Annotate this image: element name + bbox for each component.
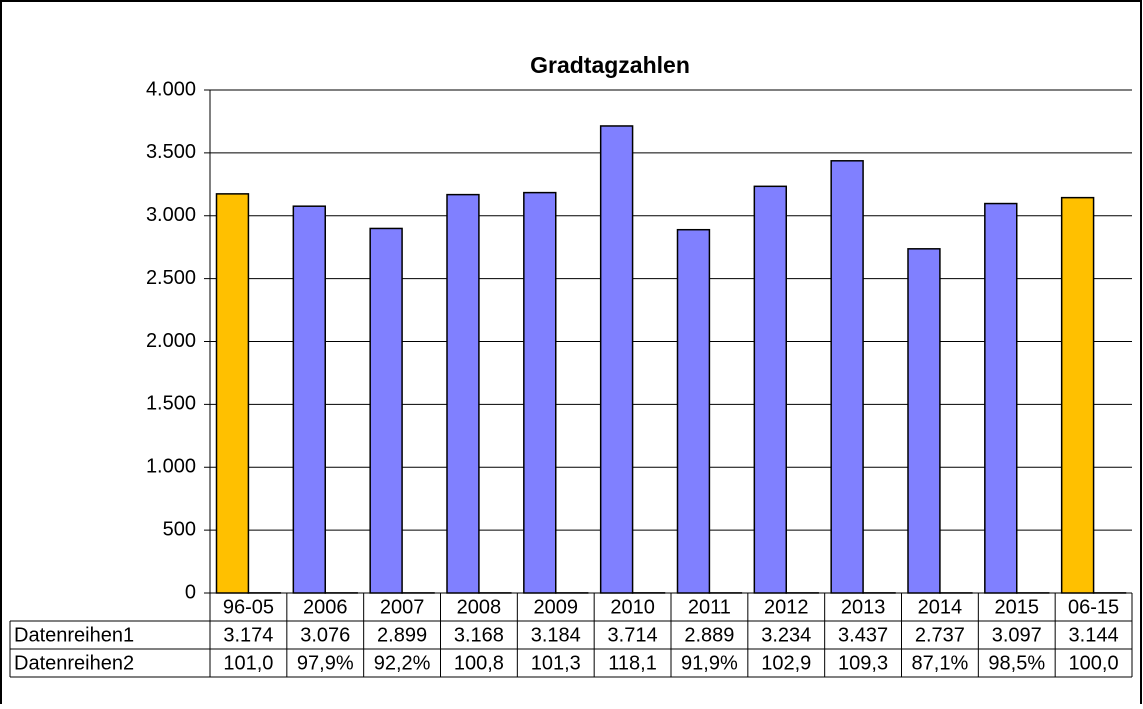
data-label: 101,3 [531, 652, 581, 674]
x-tick-label: 2012 [764, 596, 809, 618]
bar [601, 126, 633, 593]
bar [985, 204, 1017, 593]
bar [678, 230, 710, 593]
data-label: 2.889 [684, 624, 734, 646]
x-tick-label: 06-15 [1068, 596, 1119, 618]
y-tick-label: 1.000 [146, 456, 196, 478]
bar [908, 249, 940, 593]
y-tick-label: 1.500 [146, 393, 196, 415]
data-label: 97,9% [297, 652, 354, 674]
x-tick-label: 2011 [688, 596, 731, 618]
bar [293, 206, 325, 593]
bar [831, 161, 863, 593]
bar [524, 193, 556, 593]
data-label: 3.184 [531, 624, 581, 646]
data-label: 3.437 [838, 624, 888, 646]
data-label: 92,2% [374, 652, 431, 674]
bar [1062, 198, 1094, 593]
y-tick-label: 2.500 [146, 267, 196, 289]
data-label: 87,1% [912, 652, 969, 674]
x-tick-label: 96-05 [223, 596, 274, 618]
bar [217, 194, 249, 593]
x-tick-label: 2008 [457, 596, 502, 618]
data-label: 3.076 [300, 624, 350, 646]
data-label: 100,0 [1069, 652, 1119, 674]
x-tick-label: 2014 [918, 596, 963, 618]
legend-label: Datenreihen1 [14, 624, 134, 646]
data-label: 3.174 [223, 624, 273, 646]
data-label: 91,9% [681, 652, 738, 674]
bar [447, 195, 479, 593]
bar [370, 228, 402, 593]
y-tick-label: 0 [185, 581, 196, 603]
data-label: 100,8 [454, 652, 504, 674]
data-label: 98,5% [988, 652, 1045, 674]
x-tick-label: 2010 [610, 596, 655, 618]
data-label: 3.144 [1069, 624, 1119, 646]
data-label: 3.097 [992, 624, 1042, 646]
y-tick-label: 3.500 [146, 141, 196, 163]
x-tick-label: 2013 [841, 596, 886, 618]
bar [754, 186, 786, 593]
x-tick-label: 2015 [995, 596, 1040, 618]
data-label: 3.234 [761, 624, 811, 646]
data-label: 3.714 [608, 624, 658, 646]
x-tick-label: 2006 [303, 596, 348, 618]
y-tick-label: 3.000 [146, 204, 196, 226]
x-tick-label: 2007 [380, 596, 425, 618]
legend-label: Datenreihen2 [14, 652, 134, 674]
data-label: 3.168 [454, 624, 504, 646]
data-label: 2.899 [377, 624, 427, 646]
y-tick-label: 500 [163, 518, 196, 540]
chart-title: Gradtagzahlen [530, 52, 690, 78]
data-label: 102,9 [761, 652, 811, 674]
data-label: 101,0 [223, 652, 273, 674]
y-tick-label: 2.000 [146, 330, 196, 352]
data-label: 118,1 [608, 652, 657, 674]
data-label: 2.737 [915, 624, 965, 646]
x-tick-label: 2009 [534, 596, 579, 618]
y-tick-label: 4.000 [146, 78, 196, 100]
data-label: 109,3 [838, 652, 888, 674]
